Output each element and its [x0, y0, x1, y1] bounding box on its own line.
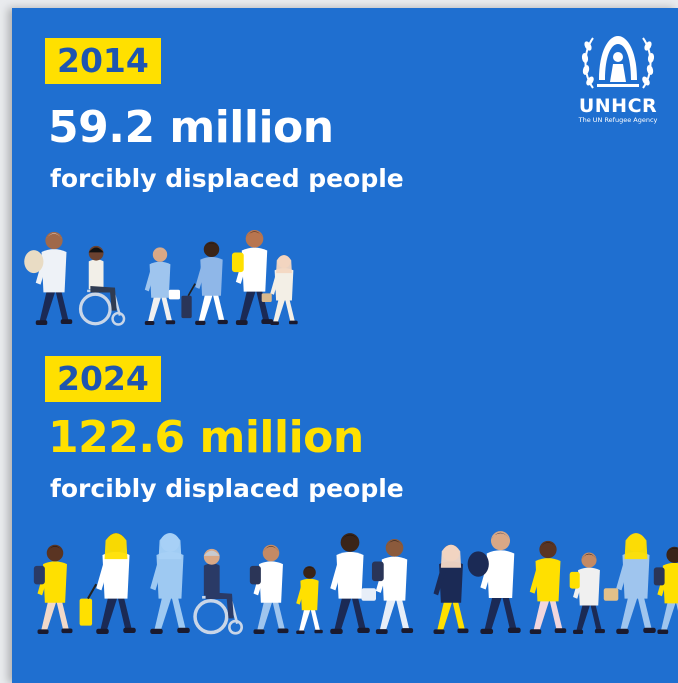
refugee-crowd-2024-illustration	[33, 531, 678, 635]
walking-person-figure	[653, 546, 678, 634]
walking-person-figure	[467, 531, 521, 634]
year-badge-2024: 2024	[45, 356, 161, 402]
walking-person-figure	[24, 231, 73, 325]
wheelchair-figure	[193, 548, 243, 635]
logo-tagline: The UN Refugee Agency	[578, 116, 658, 124]
walking-person-figure	[181, 241, 228, 325]
walking-person-figure	[433, 544, 469, 634]
caption-2024: forcibly displaced people	[50, 474, 404, 503]
wheelchair-figure	[78, 245, 126, 326]
walking-person-figure	[231, 229, 274, 325]
refugee-crowd-2014-illustration	[24, 229, 298, 326]
walking-person-figure	[249, 544, 289, 634]
walking-person-figure	[371, 538, 414, 634]
walking-person-figure	[529, 540, 567, 634]
walking-person-figure	[150, 533, 190, 634]
walking-person-figure	[33, 544, 73, 634]
walking-person-figure	[296, 566, 323, 634]
logo-name: UNHCR	[578, 95, 658, 117]
year-badge-2014: 2014	[45, 38, 161, 84]
caption-2014: forcibly displaced people	[50, 164, 404, 193]
walking-person-figure	[79, 533, 136, 634]
amount-2014: 59.2 million	[48, 102, 334, 153]
unhcr-emblem-icon	[581, 36, 655, 89]
unhcr-logo: UNHCR The UN Refugee Agency	[572, 30, 664, 124]
walking-person-figure	[261, 255, 298, 325]
walking-person-figure	[330, 533, 376, 634]
walking-person-figure	[603, 533, 656, 634]
walking-person-figure	[569, 552, 605, 634]
walking-person-figure	[144, 247, 180, 325]
infographic-card: 2014 59.2 million forcibly displaced peo…	[12, 8, 678, 683]
amount-2024: 122.6 million	[48, 412, 364, 463]
